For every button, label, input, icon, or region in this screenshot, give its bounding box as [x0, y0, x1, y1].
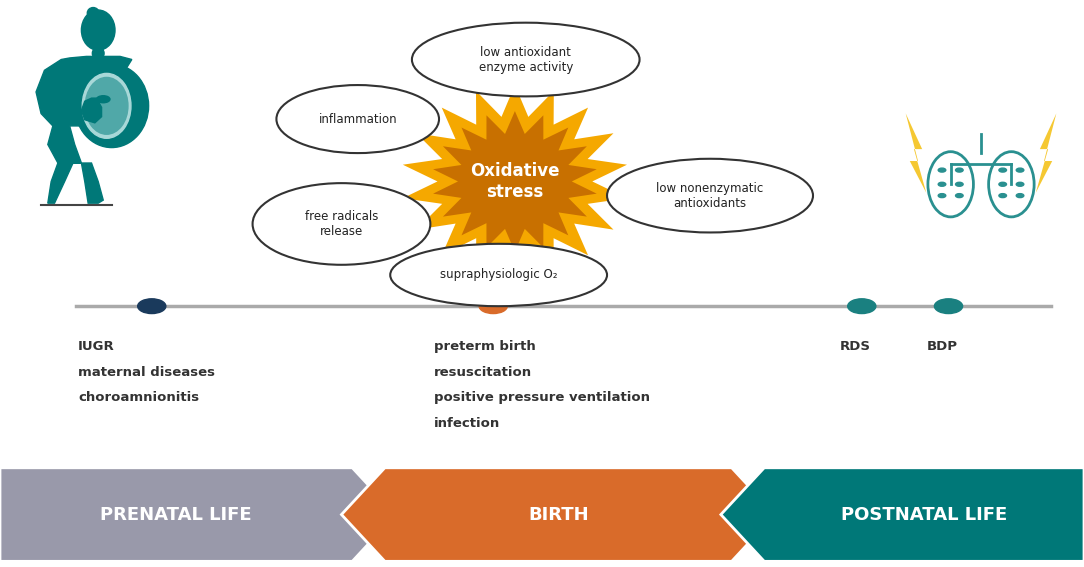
Text: supraphysiologic O₂: supraphysiologic O₂ — [440, 269, 557, 281]
Ellipse shape — [412, 23, 640, 96]
Text: free radicals
release: free radicals release — [305, 210, 378, 238]
Text: BIRTH: BIRTH — [528, 506, 589, 523]
Ellipse shape — [88, 7, 99, 19]
Text: IUGR: IUGR — [78, 340, 115, 353]
Ellipse shape — [92, 47, 104, 60]
Circle shape — [938, 168, 945, 172]
Text: preterm birth: preterm birth — [434, 340, 535, 353]
Text: infection: infection — [434, 417, 500, 430]
Polygon shape — [721, 468, 1084, 561]
Circle shape — [998, 183, 1006, 186]
Polygon shape — [341, 468, 775, 561]
Circle shape — [138, 299, 166, 314]
Text: low nonenzymatic
antioxidants: low nonenzymatic antioxidants — [657, 181, 763, 210]
Text: BDP: BDP — [927, 340, 958, 353]
Circle shape — [1017, 168, 1023, 172]
Polygon shape — [906, 113, 926, 193]
Circle shape — [938, 183, 945, 186]
Text: PRENATAL LIFE: PRENATAL LIFE — [101, 506, 251, 523]
Ellipse shape — [607, 159, 813, 232]
Text: resuscitation: resuscitation — [434, 366, 532, 379]
Ellipse shape — [75, 64, 149, 147]
Circle shape — [1017, 183, 1023, 186]
Circle shape — [956, 183, 963, 186]
Ellipse shape — [86, 78, 128, 134]
Circle shape — [934, 299, 963, 314]
Circle shape — [848, 299, 876, 314]
Circle shape — [1017, 194, 1023, 198]
Text: low antioxidant
enzyme activity: low antioxidant enzyme activity — [478, 45, 573, 74]
Ellipse shape — [276, 85, 439, 153]
Circle shape — [956, 194, 963, 198]
Polygon shape — [36, 56, 132, 163]
Circle shape — [998, 168, 1006, 172]
Polygon shape — [1035, 113, 1056, 193]
Ellipse shape — [81, 10, 115, 50]
Text: maternal diseases: maternal diseases — [78, 366, 215, 379]
Text: inflammation: inflammation — [319, 113, 397, 125]
Polygon shape — [81, 98, 102, 123]
Circle shape — [938, 194, 945, 198]
Text: POSTNATAL LIFE: POSTNATAL LIFE — [841, 506, 1007, 523]
Polygon shape — [0, 468, 396, 561]
Polygon shape — [81, 163, 103, 203]
Polygon shape — [48, 163, 81, 203]
Circle shape — [956, 168, 963, 172]
Circle shape — [479, 299, 507, 314]
Ellipse shape — [253, 183, 430, 265]
Polygon shape — [403, 85, 627, 278]
Circle shape — [96, 96, 109, 103]
Ellipse shape — [82, 73, 131, 138]
Text: positive pressure ventilation: positive pressure ventilation — [434, 391, 649, 404]
Text: Oxidative
stress: Oxidative stress — [470, 162, 559, 201]
Text: RDS: RDS — [840, 340, 872, 353]
Text: choroamnionitis: choroamnionitis — [78, 391, 199, 404]
Ellipse shape — [390, 244, 607, 306]
Circle shape — [998, 194, 1006, 198]
Polygon shape — [434, 111, 596, 252]
